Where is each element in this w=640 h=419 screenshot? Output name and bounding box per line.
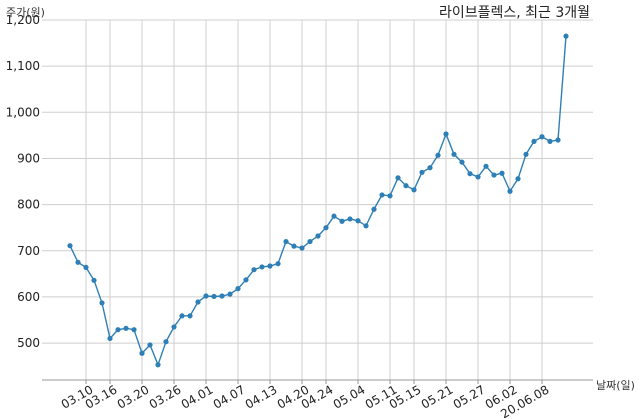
data-point bbox=[355, 218, 361, 224]
data-point bbox=[259, 264, 265, 270]
data-point bbox=[379, 192, 385, 198]
y-tick-label: 1,100 bbox=[6, 59, 40, 73]
x-tick-label: 03.26 bbox=[147, 382, 184, 411]
data-point bbox=[371, 206, 377, 212]
data-point bbox=[395, 175, 401, 181]
data-point bbox=[211, 293, 217, 300]
chart-title: 라이브플렉스, 최근 3개월 bbox=[439, 5, 590, 21]
x-tick-label: 04.01 bbox=[179, 382, 216, 411]
data-point bbox=[147, 342, 153, 348]
data-point bbox=[491, 172, 497, 178]
grid bbox=[42, 19, 593, 384]
x-tick-label: 03.20 bbox=[115, 382, 152, 411]
data-point bbox=[195, 299, 201, 305]
data-point bbox=[531, 138, 537, 144]
series-line bbox=[69, 36, 567, 367]
data-point bbox=[91, 277, 97, 283]
data-point bbox=[83, 264, 89, 270]
x-tick-label: 05.04 bbox=[331, 382, 368, 411]
y-tick-label: 800 bbox=[17, 198, 40, 212]
data-point bbox=[387, 193, 393, 199]
data-point bbox=[99, 300, 105, 306]
x-tick-labels: 03.1003.1603.2003.2604.0104.0704.1304.20… bbox=[59, 382, 552, 419]
data-point bbox=[499, 170, 505, 176]
data-point bbox=[403, 183, 409, 189]
data-point bbox=[459, 159, 465, 165]
data-point bbox=[539, 134, 545, 140]
data-point bbox=[275, 261, 281, 267]
data-point bbox=[155, 362, 161, 368]
x-tick-label: 04.13 bbox=[243, 382, 280, 411]
data-point bbox=[187, 313, 193, 319]
data-point bbox=[115, 327, 121, 333]
data-point bbox=[203, 293, 209, 299]
data-point bbox=[107, 335, 113, 342]
y-tick-label: 700 bbox=[17, 244, 40, 258]
y-tick-label: 1,200 bbox=[6, 13, 40, 27]
data-point bbox=[547, 138, 553, 144]
data-point bbox=[267, 263, 273, 269]
data-point bbox=[139, 350, 145, 356]
data-point bbox=[563, 33, 569, 39]
data-point bbox=[331, 213, 337, 219]
data-point bbox=[171, 324, 177, 330]
data-point bbox=[451, 151, 457, 157]
data-point bbox=[291, 243, 297, 249]
data-point bbox=[75, 259, 81, 265]
data-point bbox=[419, 169, 425, 175]
data-point bbox=[347, 216, 353, 222]
data-point bbox=[227, 291, 233, 297]
data-point bbox=[307, 238, 313, 245]
data-point bbox=[523, 151, 529, 157]
data-point bbox=[315, 233, 321, 239]
data-point bbox=[323, 225, 329, 231]
data-point bbox=[219, 293, 225, 299]
data-point bbox=[467, 171, 473, 177]
data-point bbox=[443, 131, 449, 137]
series bbox=[67, 33, 569, 368]
y-tick-label: 500 bbox=[17, 336, 40, 350]
y-tick-labels: 500 600 700 800 900 1,000 1,100 1,200 bbox=[6, 13, 40, 350]
data-point bbox=[243, 277, 249, 283]
data-point bbox=[131, 327, 137, 333]
data-point bbox=[339, 218, 345, 224]
x-axis-label: 날짜(일) bbox=[596, 378, 635, 392]
y-tick-label: 1,000 bbox=[6, 105, 40, 119]
data-point bbox=[363, 223, 369, 229]
x-tick-label: 05.21 bbox=[419, 382, 456, 411]
data-point bbox=[483, 163, 489, 169]
data-point bbox=[299, 245, 305, 251]
data-point bbox=[475, 174, 481, 180]
data-point bbox=[163, 339, 169, 345]
data-point bbox=[123, 325, 129, 331]
data-point bbox=[515, 176, 521, 182]
data-point bbox=[411, 187, 417, 193]
data-point bbox=[283, 238, 289, 245]
data-point bbox=[507, 188, 513, 194]
data-point bbox=[67, 243, 73, 249]
data-point bbox=[555, 137, 561, 143]
y-tick-label: 600 bbox=[17, 290, 40, 304]
y-tick-label: 900 bbox=[17, 151, 40, 165]
y-axis-label: 주가(원) bbox=[6, 6, 45, 19]
data-point bbox=[179, 313, 185, 319]
x-tick-label: 05.27 bbox=[451, 382, 488, 411]
x-tick-label: 04.07 bbox=[211, 382, 248, 411]
data-point bbox=[235, 286, 241, 292]
data-point bbox=[251, 267, 257, 273]
data-point bbox=[427, 165, 433, 171]
data-point bbox=[435, 152, 441, 158]
